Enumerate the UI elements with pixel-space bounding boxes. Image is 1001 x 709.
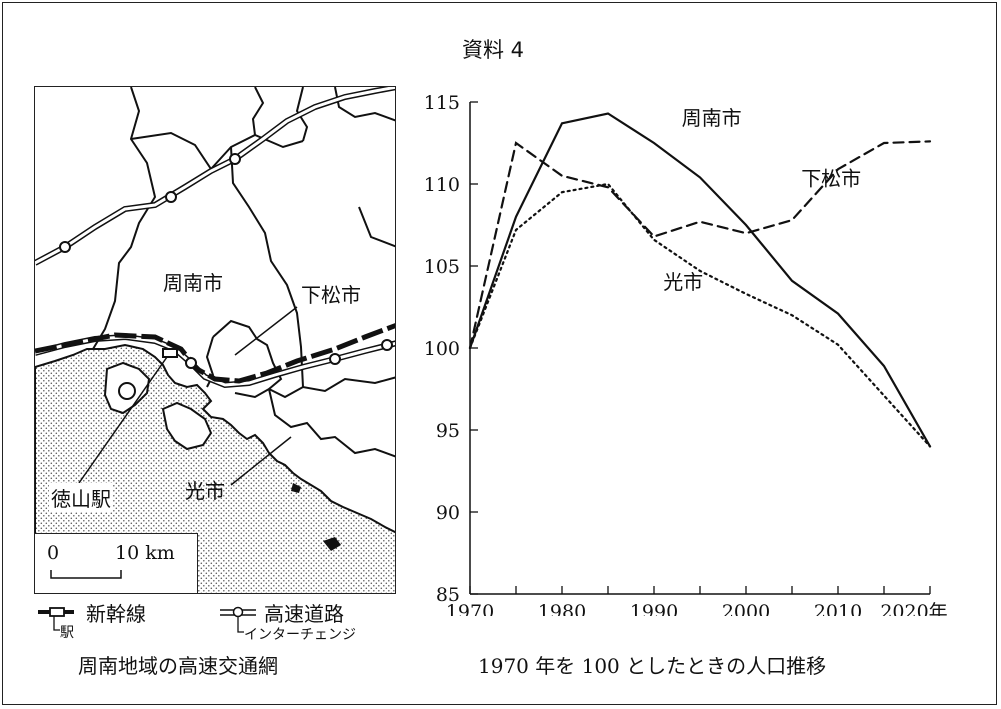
station-marker <box>162 348 178 358</box>
chart-caption: 1970 年を 100 としたときの人口推移 <box>478 654 827 678</box>
island-cove <box>291 483 301 493</box>
city-boundaries <box>92 87 395 458</box>
map-caption: 周南地域の高速交通網 <box>78 654 278 678</box>
series-label-1: 下松市 <box>801 167 861 191</box>
scale-bar <box>50 570 122 579</box>
x-tick-label: 1990 <box>630 601 678 616</box>
leader-lines <box>78 306 298 486</box>
scale-bar-box: 0 10 km <box>35 533 198 593</box>
island-small <box>118 382 136 400</box>
y-tick-label: 85 <box>436 584 460 606</box>
legend-expressway: 高速道路 <box>264 602 344 626</box>
x-tick-label: 2020年 <box>880 601 947 616</box>
legend-station: 駅 <box>60 625 74 641</box>
island-south <box>323 537 341 551</box>
map-drawing <box>35 87 395 593</box>
x-axis-unit: 年 <box>929 601 948 616</box>
y-tick-label: 115 <box>424 92 460 114</box>
y-tick-label: 95 <box>436 420 460 442</box>
document-title: 資料 4 <box>462 38 525 62</box>
series-line-2 <box>468 182 932 448</box>
label-tokuyama-station: 徳山駅 <box>49 483 113 512</box>
regional-map: 周南市 下松市 光市 徳山駅 0 10 km <box>34 86 396 594</box>
interchange-markers <box>59 153 393 369</box>
island-large <box>161 401 213 451</box>
legend-shinkansen: 新幹線 <box>86 602 146 626</box>
population-line-chart: 85 90 95 100 105 110 115 1970 1980 1990 2000 2010 2… <box>424 92 948 616</box>
series-label-0: 周南市 <box>682 106 742 130</box>
y-tick-label: 90 <box>436 502 460 524</box>
series-lines <box>468 112 932 448</box>
shinkansen-line <box>35 323 395 384</box>
x-tick-label: 2000 <box>722 601 770 616</box>
x-axis-ticks: 1970 1980 1990 2000 2010 2020年 <box>446 586 948 616</box>
map-legend: 新幹線 駅 高速道路 インターチェンジ <box>34 596 404 646</box>
y-tick-label: 110 <box>424 174 460 196</box>
series-label-2: 光市 <box>663 270 703 294</box>
label-kudamatsu: 下松市 <box>301 283 361 307</box>
y-tick-label: 105 <box>424 256 460 278</box>
y-tick-label: 100 <box>424 338 460 360</box>
x-tick-label: 1980 <box>538 601 586 616</box>
x-tick-label: 1970 <box>446 601 494 616</box>
label-hikari: 光市 <box>185 479 225 503</box>
series-line-0 <box>468 112 932 448</box>
series-line-1 <box>468 140 932 350</box>
legend-interchange: インターチェンジ <box>244 627 356 643</box>
y-axis-ticks: 85 90 95 100 105 110 115 <box>424 92 478 606</box>
label-shunan: 周南市 <box>163 271 223 295</box>
scale-ten: 10 km <box>115 542 175 564</box>
x-tick-label: 2010 <box>814 601 862 616</box>
scale-zero: 0 <box>47 542 60 564</box>
legend-symbols <box>38 606 256 633</box>
